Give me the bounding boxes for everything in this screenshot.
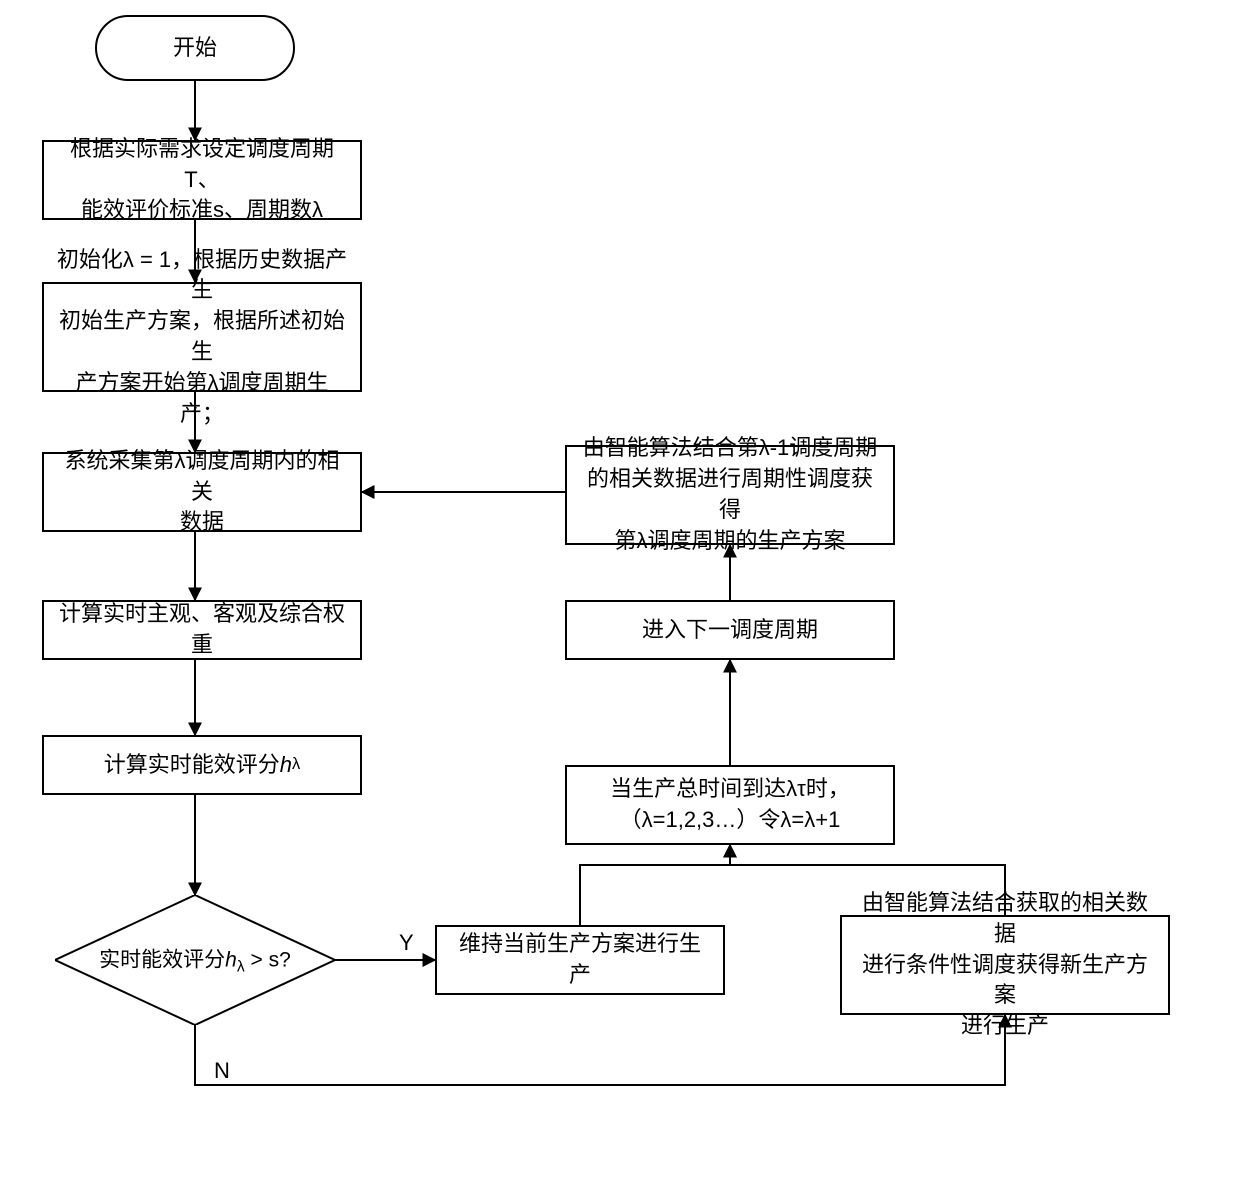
terminator-start: 开始 xyxy=(95,15,295,81)
decision-label: 实时能效评分hλ > s? xyxy=(99,943,291,976)
edge-label: N xyxy=(210,1058,234,1084)
process-n9: 进入下一调度周期 xyxy=(565,600,895,660)
process-n2: 初始化λ = 1，根据历史数据产生初始生产方案，根据所述初始生产方案开始第λ调度… xyxy=(42,282,362,392)
process-n10: 由智能算法结合第λ-1调度周期的相关数据进行周期性调度获得第λ调度周期的生产方案 xyxy=(565,445,895,545)
process-n1: 根据实际需求设定调度周期T、能效评价标准s、周期数λ xyxy=(42,140,362,220)
process-n7: 由智能算法结合获取的相关数据进行条件性调度获得新生产方案进行生产 xyxy=(840,915,1170,1015)
decision-d1: 实时能效评分hλ > s? xyxy=(55,895,335,1025)
process-n5: 计算实时能效评分hλ xyxy=(42,735,362,795)
edge-label: Y xyxy=(395,930,418,956)
process-n3: 系统采集第λ调度周期内的相关数据 xyxy=(42,452,362,532)
process-n6: 维持当前生产方案进行生产 xyxy=(435,925,725,995)
process-n4: 计算实时主观、客观及综合权重 xyxy=(42,600,362,660)
process-n8: 当生产总时间到达λτ时，（λ=1,2,3…）令λ=λ+1 xyxy=(565,765,895,845)
